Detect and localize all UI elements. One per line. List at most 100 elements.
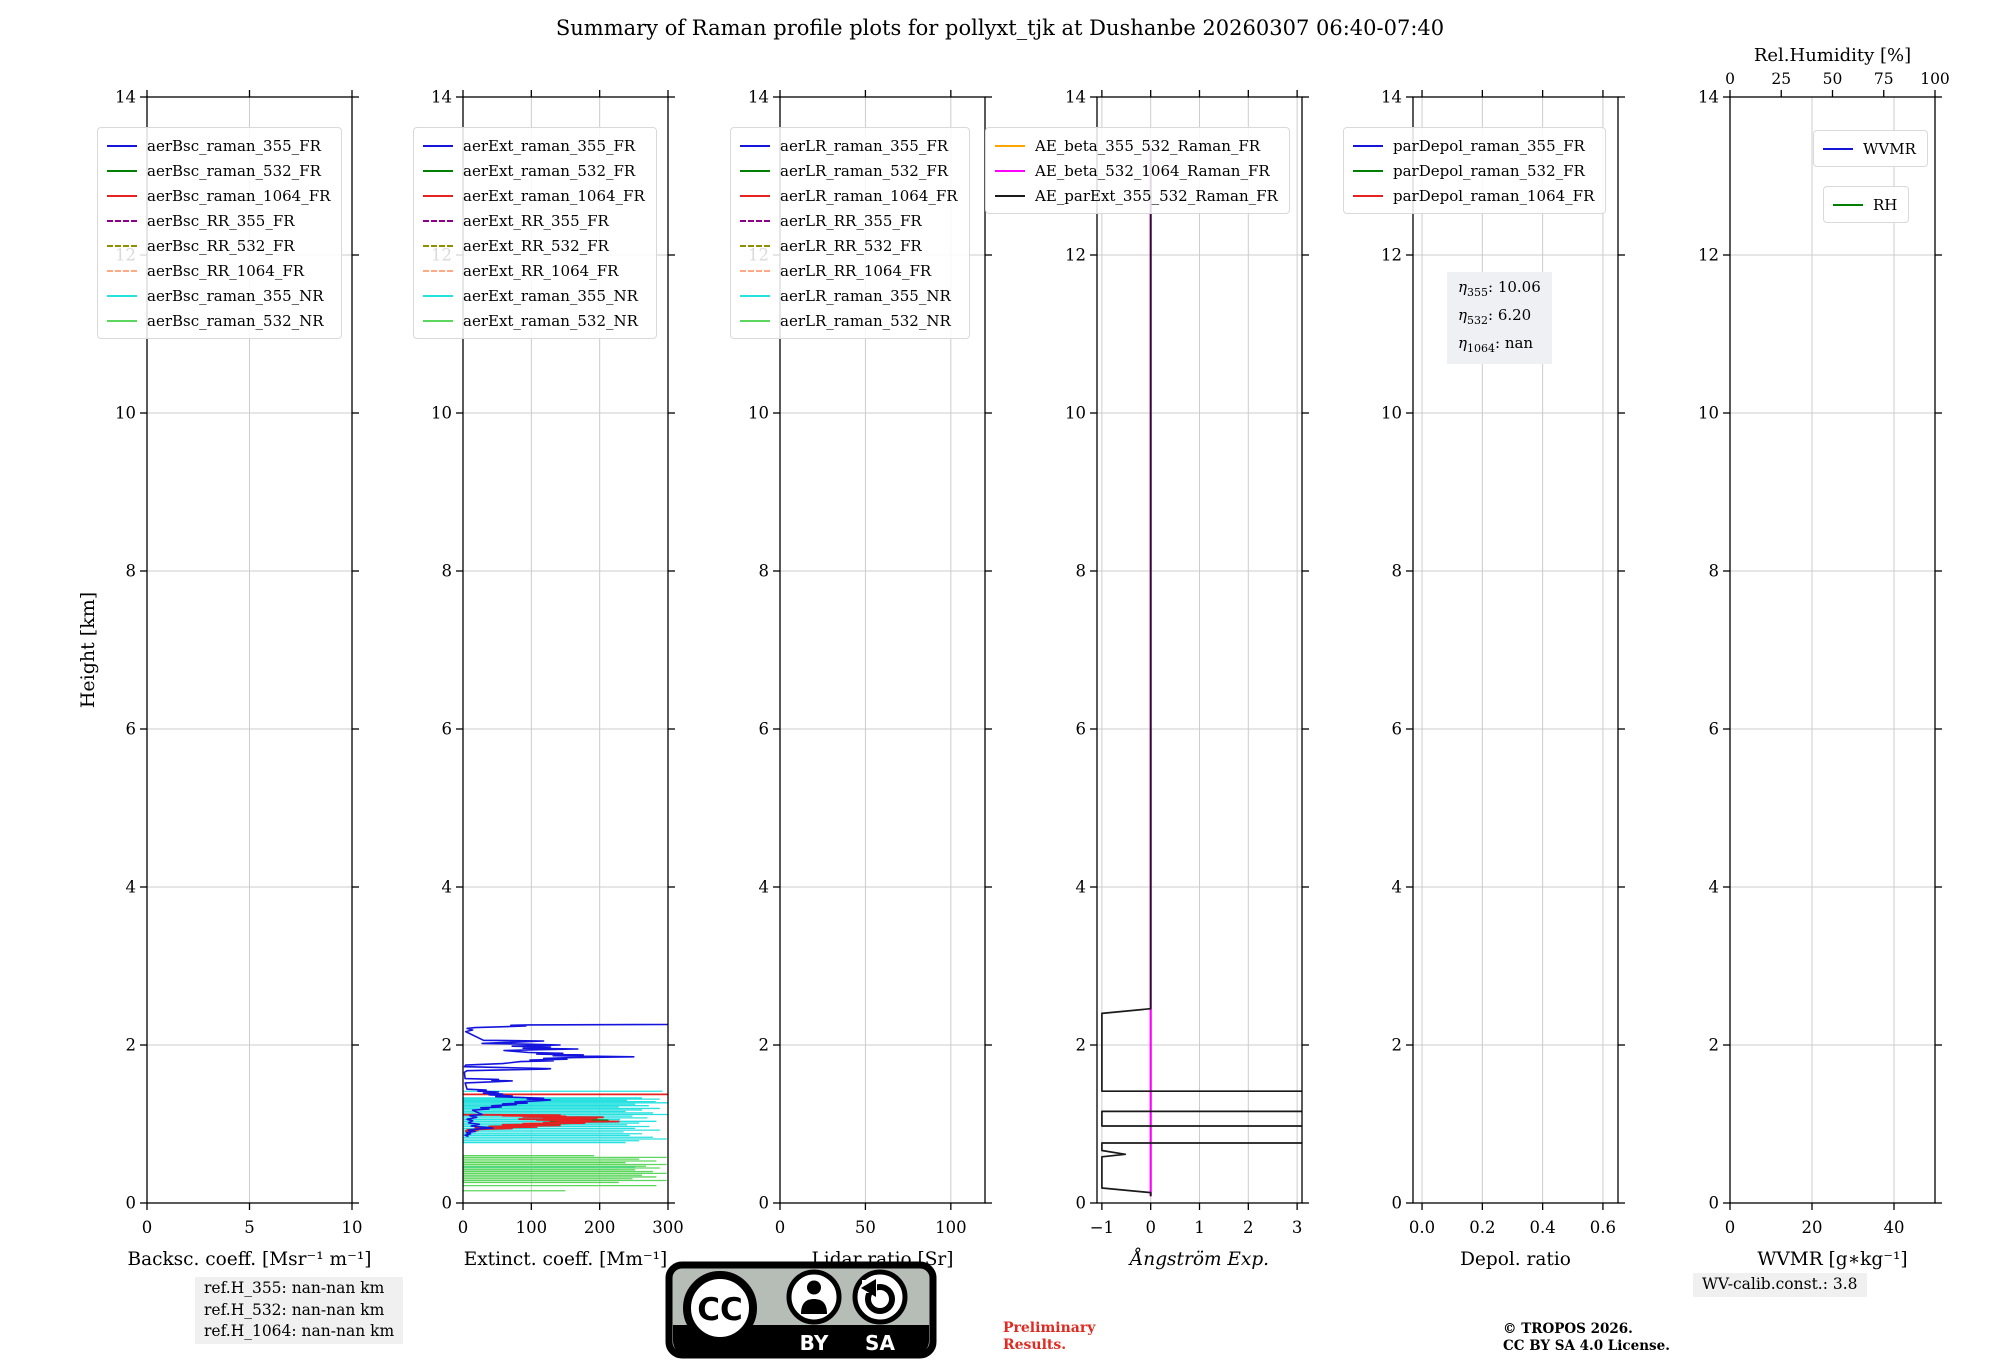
panel-depol: 0.0 0.2 0.4 0.6 0 2 4 6 8 10 12 14 Depol. ratio: [1381, 88, 1625, 1270]
x-axis-label: Extinct. coeff. [Mm⁻¹]: [464, 1249, 668, 1270]
legend-label: parDepol_raman_532_FR: [1393, 161, 1585, 180]
legend-line-sample: [1823, 147, 1853, 150]
y-tick-label: 0: [126, 1194, 137, 1213]
license-note: © TROPOS 2026. CC BY SA 4.0 License.: [1503, 1321, 1670, 1355]
ref-height-1064: ref.H_1064: nan-nan km: [204, 1322, 395, 1340]
y-tick-label: 10: [1065, 404, 1086, 423]
person-body: [801, 1299, 827, 1314]
y-tick-label: 8: [1709, 562, 1720, 581]
y-tick-label: 6: [126, 720, 137, 739]
eta-line-1064: η1064: nan: [1458, 334, 1534, 355]
x-tick-label: 300: [652, 1218, 684, 1237]
x-tick-label: 0.0: [1409, 1218, 1435, 1237]
legend-label: RH: [1873, 195, 1898, 214]
y-tick-label: 14: [748, 88, 769, 107]
legend-item: aerBsc_raman_355_NR: [107, 283, 330, 308]
legend-line-sample: [1833, 203, 1863, 206]
wv-calib-box: WV-calib.const.: 3.8: [1693, 1273, 1867, 1297]
y-tick-label: 6: [1076, 720, 1087, 739]
ref-heights-box: ref.H_355: nan-nan km ref.H_532: nan-nan…: [195, 1277, 404, 1344]
legend-item: aerExt_raman_355_NR: [423, 283, 645, 308]
y-tick-label: 14: [1698, 88, 1719, 107]
series-group: [1101, 148, 1302, 1197]
axes-spines: [462, 96, 669, 1204]
person-head: [807, 1280, 821, 1295]
legend-item: aerBsc_raman_532_NR: [107, 308, 330, 333]
legend-item: parDepol_raman_1064_FR: [1353, 183, 1594, 208]
legend-item: aerLR_raman_355_NR: [740, 283, 958, 308]
legend-item: aerExt_raman_1064_FR: [423, 183, 645, 208]
axes-spines: [779, 96, 986, 1204]
panel-extinction: 010020030002468101214Extinct. coeff. [Mm…: [431, 88, 684, 1271]
y-tick-label: 8: [1392, 562, 1403, 581]
y-tick-label: 0: [442, 1194, 453, 1213]
cc-by-sa-badge: CC BY SA: [665, 1261, 937, 1360]
y-tick-label: 12: [1381, 246, 1402, 265]
legend-label: aerExt_raman_355_FR: [463, 136, 636, 155]
x-tick-label: 40: [1884, 1218, 1905, 1237]
x-tick-label: 0: [775, 1218, 786, 1237]
y-tick-label: 6: [1709, 720, 1720, 739]
preliminary-line-2: Results.: [1003, 1337, 1067, 1353]
legend-line-sample: [740, 294, 770, 297]
cc-logo-text: CC: [697, 1292, 743, 1328]
legend-item: RH: [1833, 192, 1897, 217]
legend-label: aerExt_RR_1064_FR: [463, 261, 619, 280]
legend-line-sample: [107, 244, 137, 247]
legend-item: aerBsc_RR_355_FR: [107, 208, 330, 233]
legend-label: aerBsc_raman_355_NR: [147, 286, 324, 305]
y-tick-label: 8: [442, 562, 453, 581]
y-tick-label: 6: [1392, 720, 1403, 739]
legend-label: aerLR_raman_1064_FR: [780, 186, 958, 205]
legend-line-sample: [740, 169, 770, 172]
y-tick-label: 12: [1698, 246, 1719, 265]
x-tick-label: 1: [1194, 1218, 1205, 1237]
y-tick-label: 12: [1065, 246, 1086, 265]
x-tick-label: 0: [142, 1218, 153, 1237]
legend-line-sample: [423, 219, 453, 222]
y-tick-label: 4: [442, 878, 453, 897]
legend-label: aerLR_raman_355_FR: [780, 136, 949, 155]
legend-rh: RH: [1823, 186, 1910, 223]
legend-item: aerLR_raman_532_FR: [740, 158, 958, 183]
legend-item: aerExt_raman_355_FR: [423, 133, 645, 158]
badge-by-text: BY: [800, 1331, 829, 1355]
top-tick-label: 75: [1874, 70, 1894, 88]
legend-line-sample: [423, 269, 453, 272]
x-tick-label: 0: [1145, 1218, 1156, 1237]
legend-label: aerBsc_RR_1064_FR: [147, 261, 305, 280]
legend-item: aerBsc_raman_532_FR: [107, 158, 330, 183]
y-tick-label: 8: [1076, 562, 1087, 581]
legend-label: AE_beta_355_532_Raman_FR: [1035, 136, 1261, 155]
x-tick-label: 0: [458, 1218, 469, 1237]
legend-label: aerExt_raman_1064_FR: [463, 186, 645, 205]
legend-label: parDepol_raman_355_FR: [1393, 136, 1585, 155]
x-axis-label: Backsc. coeff. [Msr⁻¹ m⁻¹]: [127, 1249, 371, 1270]
legend-item: aerExt_RR_532_FR: [423, 233, 645, 258]
x-tick-label: 0.2: [1469, 1218, 1495, 1237]
series-aerExt_raman_355_FR: [463, 1023, 668, 1138]
legend-line-sample: [740, 319, 770, 322]
legend-line-sample: [740, 244, 770, 247]
page-title: Summary of Raman profile plots for polly…: [555, 16, 1445, 40]
sa-arrowhead: [861, 1279, 876, 1297]
cc-logo-icon: [683, 1271, 757, 1345]
legend-line-sample: [107, 319, 137, 322]
y-tick-label: 10: [748, 404, 769, 423]
legend-label: aerBsc_raman_1064_FR: [147, 186, 331, 205]
y-tick-label: 4: [126, 878, 137, 897]
x-tick-label: 200: [584, 1218, 616, 1237]
legend-item: aerLR_raman_355_FR: [740, 133, 958, 158]
legend-label: aerBsc_raman_355_FR: [147, 136, 321, 155]
legend-label: aerLR_RR_1064_FR: [780, 261, 932, 280]
y-tick-label: 2: [759, 1036, 770, 1055]
legend-label: parDepol_raman_1064_FR: [1393, 186, 1595, 205]
legend-label: aerLR_raman_532_NR: [780, 311, 951, 330]
x-tick-label: 0.4: [1530, 1218, 1556, 1237]
x-axis-label: WVMR [g∗kg⁻¹]: [1757, 1249, 1907, 1270]
x-axis-label: Ångström Exp.: [1128, 1248, 1269, 1270]
legend-item: AE_beta_355_532_Raman_FR: [995, 133, 1278, 158]
x-tick-label: 10: [342, 1218, 363, 1237]
